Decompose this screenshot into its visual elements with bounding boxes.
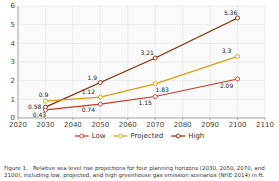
y-tick-label: 6 xyxy=(11,2,16,10)
point xyxy=(98,102,102,106)
grid-line xyxy=(18,24,265,25)
legend-label: Low xyxy=(92,132,106,140)
grid-line xyxy=(127,6,128,118)
y-tick-label: 1 xyxy=(11,96,15,104)
x-axis xyxy=(18,118,265,119)
grid-line xyxy=(72,6,73,118)
data-label: 0.9 xyxy=(39,91,49,98)
grid-line xyxy=(155,6,156,118)
plot-area xyxy=(18,6,265,118)
grid-line xyxy=(182,6,183,118)
legend-marker xyxy=(119,134,123,138)
point xyxy=(236,54,240,58)
x-tick-label: 2060 xyxy=(119,121,137,129)
point xyxy=(236,16,240,20)
caption: Figure 1. Relative sea level rise projec… xyxy=(4,165,265,179)
grid xyxy=(18,6,265,118)
y-axis xyxy=(18,6,19,118)
legend-label: High xyxy=(188,132,204,140)
series-line xyxy=(45,18,237,107)
x-tick-label: 2080 xyxy=(174,121,192,129)
data-label: 0.58 xyxy=(28,103,42,110)
legend-item: Projected xyxy=(114,132,164,140)
data-label: 0.43 xyxy=(33,111,47,118)
data-label: 1.83 xyxy=(156,86,170,93)
data-label: 5.36 xyxy=(224,9,238,16)
y-tick-label: 3 xyxy=(11,58,15,66)
grid-line xyxy=(210,6,211,118)
grid-line xyxy=(265,6,266,118)
point xyxy=(153,95,157,99)
x-tick-label: 2040 xyxy=(64,121,82,129)
x-tick-label: 2030 xyxy=(37,121,55,129)
point xyxy=(98,95,102,99)
data-label: 2.09 xyxy=(220,82,234,89)
grid-line xyxy=(18,118,265,119)
y-tick-label: 2 xyxy=(11,77,15,85)
legend-item: Low xyxy=(75,132,106,140)
legend: Low Projected High xyxy=(75,132,205,140)
grid-line xyxy=(18,62,265,63)
data-label: 0.74 xyxy=(82,106,96,113)
x-tick-label: 2070 xyxy=(146,121,164,129)
point xyxy=(153,56,157,60)
series-group xyxy=(43,16,239,112)
grid-line xyxy=(18,43,265,44)
series-line xyxy=(45,56,237,101)
point xyxy=(236,77,240,81)
caption-line: 2100), including low, projected, and hig… xyxy=(4,172,265,179)
point xyxy=(98,81,102,85)
data-label: 3.3 xyxy=(222,47,232,54)
data-label: 3.21 xyxy=(141,49,155,56)
x-tick-label: 2110 xyxy=(256,121,274,129)
legend-marker xyxy=(80,134,84,138)
legend-item: High xyxy=(171,132,204,140)
x-tick-label: 2090 xyxy=(201,121,219,129)
grid-line xyxy=(237,6,238,118)
x-tick-label: 2020 xyxy=(9,121,27,129)
y-tick-label: 4 xyxy=(11,40,16,48)
data-label: 1.9 xyxy=(88,74,98,81)
grid-line xyxy=(18,6,265,7)
point xyxy=(43,99,47,103)
grid-line xyxy=(18,6,19,118)
legend-marker xyxy=(176,134,180,138)
data-label: 1.12 xyxy=(82,88,96,95)
data-label: 1.15 xyxy=(139,99,153,106)
chart: 0123456202020302040205020602070208020902… xyxy=(0,0,279,181)
legend-label: Projected xyxy=(131,132,164,140)
y-tick-label: 5 xyxy=(11,21,15,29)
grid-line xyxy=(100,6,101,118)
x-tick-label: 2100 xyxy=(229,121,247,129)
series-line xyxy=(45,79,237,110)
x-tick-label: 2050 xyxy=(91,121,109,129)
